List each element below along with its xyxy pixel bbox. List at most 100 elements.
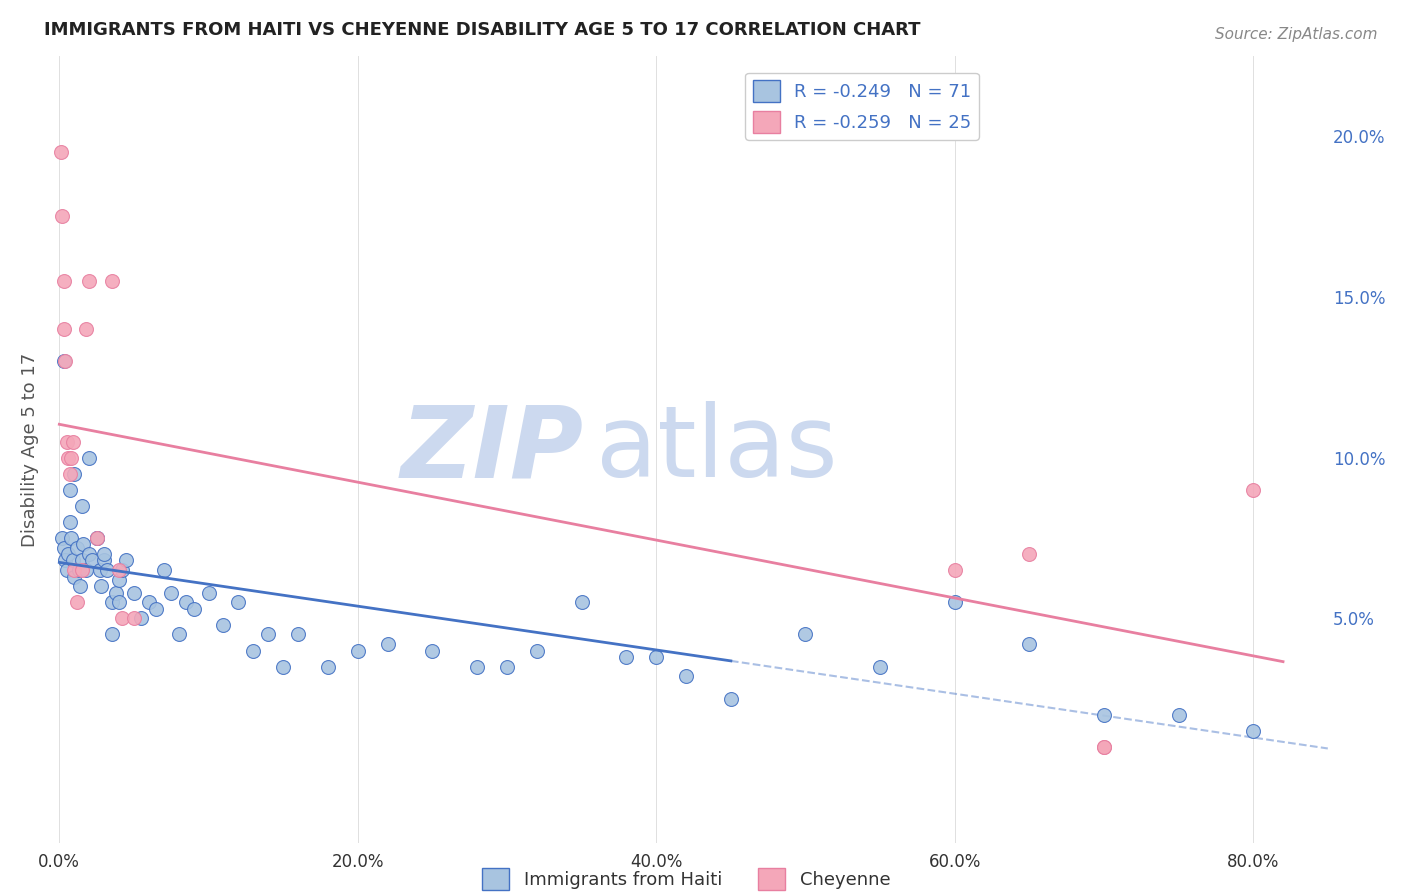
Point	[62, 553, 84, 567]
Point	[122, 585, 145, 599]
Point	[943, 595, 966, 609]
Point	[174, 595, 197, 609]
Point	[75, 322, 97, 336]
Point	[60, 531, 83, 545]
Point	[645, 649, 668, 664]
Point	[49, 145, 72, 160]
Point	[422, 643, 444, 657]
Point	[1092, 739, 1115, 754]
Point	[55, 434, 77, 449]
Point	[242, 643, 264, 657]
Point	[1092, 739, 1115, 754]
Point	[212, 617, 235, 632]
Point	[943, 563, 966, 577]
Point	[111, 611, 134, 625]
Point	[496, 659, 519, 673]
Point	[100, 595, 122, 609]
Point	[346, 643, 368, 657]
Point	[59, 467, 82, 481]
Point	[77, 547, 100, 561]
Point	[60, 450, 83, 465]
Text: ZIP: ZIP	[401, 401, 583, 498]
Point	[82, 553, 104, 567]
Point	[465, 659, 488, 673]
Point	[1241, 483, 1264, 497]
Point	[794, 627, 817, 641]
Point	[108, 573, 131, 587]
Point	[70, 499, 93, 513]
Point	[63, 467, 86, 481]
Point	[77, 274, 100, 288]
Point	[62, 434, 84, 449]
Point	[59, 515, 82, 529]
Point	[86, 531, 108, 545]
Point	[526, 643, 548, 657]
Point	[63, 569, 86, 583]
Point	[108, 563, 131, 577]
Point	[93, 547, 115, 561]
Point	[51, 531, 73, 545]
Point	[152, 563, 174, 577]
Point	[1092, 707, 1115, 722]
Point	[86, 531, 108, 545]
Point	[138, 595, 160, 609]
Point	[167, 627, 190, 641]
Point	[100, 627, 122, 641]
Point	[720, 691, 742, 706]
Point	[58, 450, 80, 465]
Point	[59, 483, 82, 497]
Point	[77, 450, 100, 465]
Point	[115, 553, 138, 567]
Point	[1241, 723, 1264, 738]
Point	[52, 274, 75, 288]
Point	[100, 274, 122, 288]
Point	[53, 553, 76, 567]
Point	[93, 553, 115, 567]
Point	[96, 563, 118, 577]
Point	[90, 579, 112, 593]
Point	[287, 627, 309, 641]
Point	[58, 547, 80, 561]
Point	[70, 563, 93, 577]
Point	[52, 322, 75, 336]
Point	[70, 553, 93, 567]
Point	[131, 611, 153, 625]
Point	[675, 669, 697, 683]
Legend: R = -0.249   N = 71, R = -0.259   N = 25: R = -0.249 N = 71, R = -0.259 N = 25	[745, 72, 979, 140]
Point	[197, 585, 219, 599]
Text: Source: ZipAtlas.com: Source: ZipAtlas.com	[1215, 27, 1378, 42]
Point	[66, 595, 89, 609]
Point	[228, 595, 250, 609]
Point	[67, 563, 90, 577]
Point	[1167, 707, 1189, 722]
Point	[69, 579, 91, 593]
Point	[1018, 547, 1040, 561]
Point	[111, 563, 134, 577]
Point	[1018, 637, 1040, 651]
Point	[86, 531, 108, 545]
Point	[52, 354, 75, 368]
Point	[145, 601, 167, 615]
Point	[377, 637, 399, 651]
Point	[160, 585, 183, 599]
Point	[108, 595, 131, 609]
Point	[63, 563, 86, 577]
Point	[89, 563, 111, 577]
Point	[616, 649, 638, 664]
Point	[53, 354, 76, 368]
Point	[72, 537, 94, 551]
Point	[66, 541, 89, 555]
Point	[183, 601, 205, 615]
Point	[75, 563, 97, 577]
Y-axis label: Disability Age 5 to 17: Disability Age 5 to 17	[21, 352, 39, 547]
Point	[571, 595, 593, 609]
Point	[257, 627, 280, 641]
Point	[52, 541, 75, 555]
Point	[122, 611, 145, 625]
Text: atlas: atlas	[596, 401, 838, 498]
Point	[316, 659, 339, 673]
Text: IMMIGRANTS FROM HAITI VS CHEYENNE DISABILITY AGE 5 TO 17 CORRELATION CHART: IMMIGRANTS FROM HAITI VS CHEYENNE DISABI…	[45, 21, 921, 39]
Point	[105, 585, 128, 599]
Point	[55, 563, 77, 577]
Point	[869, 659, 891, 673]
